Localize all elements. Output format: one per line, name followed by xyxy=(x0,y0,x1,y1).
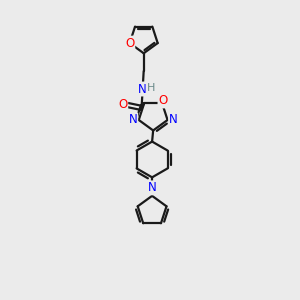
Text: H: H xyxy=(146,83,155,93)
Text: O: O xyxy=(125,37,134,50)
Text: O: O xyxy=(118,98,127,111)
Text: N: N xyxy=(138,82,147,95)
Text: O: O xyxy=(158,94,168,107)
Text: N: N xyxy=(128,113,137,127)
Text: N: N xyxy=(169,113,178,127)
Text: N: N xyxy=(148,182,157,194)
